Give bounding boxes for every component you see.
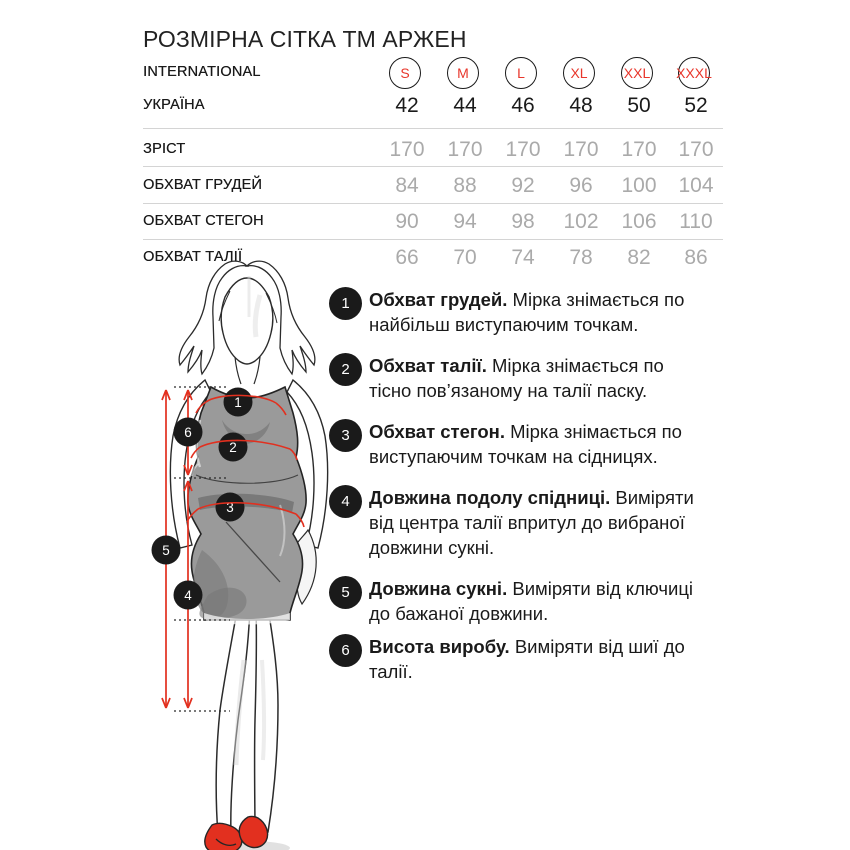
svg-text:5: 5 [162, 543, 170, 558]
svg-text:4: 4 [184, 588, 192, 603]
svg-text:6: 6 [184, 425, 192, 440]
svg-text:1: 1 [234, 395, 242, 410]
svg-text:2: 2 [229, 440, 237, 455]
